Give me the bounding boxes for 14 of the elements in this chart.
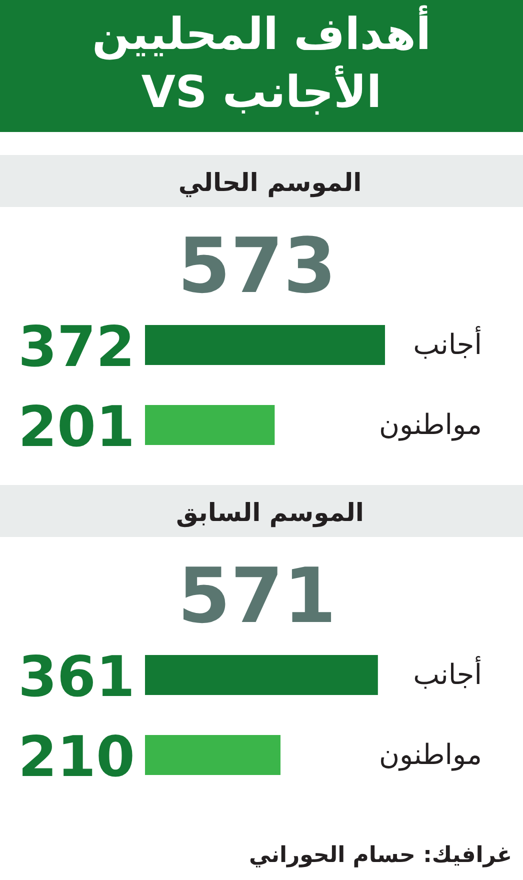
y-tick-label: مواطنون [378, 738, 482, 771]
text: أهداف المحليين VS الأجانب [91, 4, 432, 120]
chart-title: الموسم السابق [176, 498, 364, 528]
data-label: 372 [18, 315, 135, 380]
chart-subtitle: 571 [178, 551, 336, 640]
data-label: 210 [18, 725, 135, 790]
y-tick-label: أجانب [413, 326, 482, 361]
text: غرافيك: حسام الحوراني [248, 843, 512, 868]
y-tick-label: أجانب [413, 656, 482, 691]
y-tick-label: مواطنون [378, 408, 482, 441]
data-label: 361 [18, 645, 135, 710]
data-label: 201 [18, 395, 135, 460]
chart-subtitle: 573 [178, 221, 336, 310]
chart-title: الموسم الحالي [178, 168, 362, 198]
